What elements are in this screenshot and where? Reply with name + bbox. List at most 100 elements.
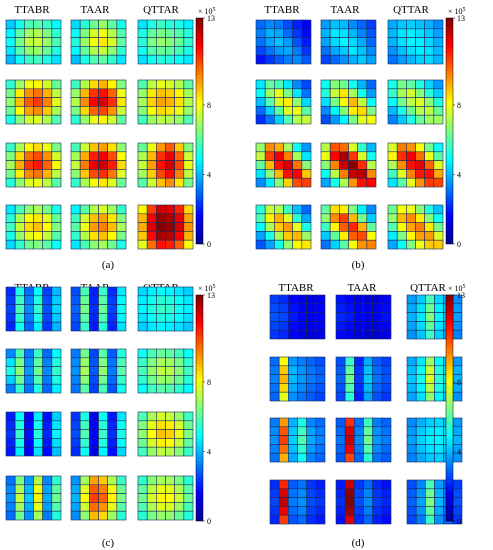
heatmap-cell — [306, 329, 317, 340]
heatmap-cell — [107, 88, 118, 98]
heatmap-cell — [116, 484, 127, 494]
heatmap-cell — [79, 37, 90, 47]
heatmap-cell — [137, 446, 148, 457]
heatmap-cell — [107, 510, 118, 521]
heatmap-cell — [24, 383, 34, 394]
heatmap-cell — [89, 239, 99, 250]
heatmap-cell — [33, 231, 43, 241]
heatmap-cell — [107, 321, 118, 332]
heatmap-cell — [33, 151, 43, 161]
heatmap-cell — [415, 303, 426, 313]
heatmap-cell — [24, 151, 34, 161]
heatmap-cell — [415, 321, 426, 331]
heatmap-cell — [174, 46, 185, 56]
heatmap-cell — [116, 106, 127, 116]
heatmap-cell — [363, 294, 373, 305]
heatmap-cell — [89, 160, 99, 170]
heatmap-cell — [33, 438, 43, 448]
heatmap-cell — [297, 514, 307, 525]
heatmap-cell — [33, 321, 43, 332]
heatmap-cell — [70, 411, 81, 422]
heatmap-cell — [283, 239, 293, 250]
heatmap-cell — [348, 213, 358, 223]
heatmap-cell — [329, 177, 340, 188]
heatmap-cell — [255, 204, 266, 215]
heatmap-cell — [156, 222, 166, 232]
heatmap-cell — [156, 438, 166, 448]
heatmap-cell — [165, 88, 175, 98]
heatmap-cell — [381, 479, 392, 490]
heatmap-cell — [137, 493, 148, 503]
heatmap-cell — [415, 391, 426, 402]
heatmap-r2-qttar — [387, 79, 444, 125]
heatmap-cell — [51, 88, 62, 98]
heatmap-cell — [146, 19, 157, 30]
heatmap-cell — [357, 213, 368, 223]
heatmap-cell — [335, 444, 346, 454]
heatmap-cell — [396, 88, 407, 98]
heatmap-cell — [387, 222, 398, 232]
heatmap-cell — [433, 19, 444, 30]
heatmap-cell — [79, 151, 90, 161]
heatmap-cell — [363, 426, 373, 436]
heatmap-cell — [42, 383, 53, 394]
heatmap-cell — [70, 28, 81, 38]
heatmap-cell — [339, 114, 349, 125]
heatmap-cell — [33, 46, 43, 56]
heatmap-cell — [381, 383, 392, 393]
heatmap-cell — [165, 28, 175, 38]
heatmap-cell — [137, 204, 148, 215]
heatmap-cell — [357, 54, 368, 65]
heatmap-cell — [415, 312, 426, 322]
heatmap-cell — [183, 79, 194, 90]
heatmap-cell — [406, 374, 417, 384]
heatmap-cell — [292, 97, 303, 107]
heatmap-cell — [165, 231, 175, 241]
heatmap-cell — [415, 356, 426, 367]
heatmap-cell — [320, 169, 331, 179]
heatmap-cell — [320, 160, 331, 170]
heatmap-cell — [146, 383, 157, 394]
heatmap-cell — [183, 106, 194, 116]
heatmap-cell — [165, 475, 175, 486]
column-title-qttar: QTTAR — [143, 4, 179, 16]
heatmap-cell — [79, 411, 90, 422]
heatmap-cell — [339, 142, 349, 153]
heatmap-cell — [357, 204, 368, 215]
heatmap-cell — [183, 366, 194, 376]
heatmap-cell — [33, 239, 43, 250]
heatmap-cell — [283, 79, 293, 90]
heatmap-cell — [51, 304, 62, 314]
heatmap-cell — [70, 213, 81, 223]
heatmap-cell — [42, 222, 53, 232]
heatmap-cell — [70, 204, 81, 215]
heatmap-cell — [14, 213, 25, 223]
heatmap-cell — [156, 231, 166, 241]
heatmap-cell — [348, 142, 358, 153]
heatmap-cell — [89, 502, 99, 512]
heatmap-cell — [174, 420, 185, 430]
heatmap-cell — [381, 444, 392, 454]
heatmap-cell — [348, 222, 358, 232]
heatmap-cell — [156, 213, 166, 223]
heatmap-cell — [425, 452, 435, 463]
heatmap-cell — [433, 231, 444, 241]
heatmap-cell — [89, 169, 99, 179]
heatmap-cell — [344, 479, 355, 490]
heatmap-cell — [452, 417, 463, 428]
heatmap-cell — [297, 417, 307, 428]
colorbar-tick-label: 0 — [207, 240, 211, 249]
heatmap-cell — [5, 54, 16, 65]
heatmap-cell — [79, 438, 90, 448]
heatmap-cell — [396, 142, 407, 153]
heatmap-cell — [165, 295, 175, 305]
heatmap-cell — [183, 177, 194, 188]
heatmap-cell — [137, 37, 148, 47]
heatmap-cell — [297, 321, 307, 331]
heatmap-cell — [14, 169, 25, 179]
heatmap-cell — [406, 435, 417, 445]
heatmap-cell — [116, 37, 127, 47]
heatmap-cell — [5, 97, 16, 107]
heatmap-cell — [174, 79, 185, 90]
heatmap-cell — [433, 79, 444, 90]
